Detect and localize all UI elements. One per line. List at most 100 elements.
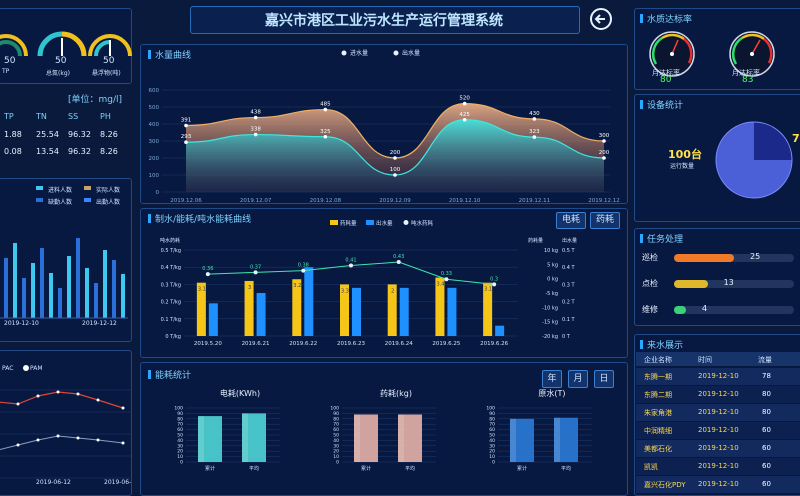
left-tick: 0 T/kg [165,334,181,340]
energy-tick: 50 [333,433,339,439]
outflow-bar [256,293,266,336]
pac-point [121,406,125,410]
x-tick: 2019.5.20 [194,341,222,347]
task-label: 点检 [642,279,658,288]
energy-tick: 70 [489,422,495,428]
inbound-company: 中润精细 [644,427,672,435]
inbound-company: 美都石化 [644,445,672,453]
electric-button[interactable]: 电耗 [556,212,586,229]
right1-tick: -20 kg [542,334,558,340]
data-label: 200 [390,150,401,156]
left-bar [85,268,89,318]
period-year-button[interactable]: 年 [542,370,562,388]
bar-label: 3.2 [293,283,301,289]
legend-per-ton: 吨水药耗 [411,219,434,227]
y-tick: 500 [149,105,160,111]
left-bar [121,274,125,318]
inbound-company: 东腾一期 [644,373,672,381]
chemical-bar [292,279,302,336]
pac-line [0,391,124,409]
gauge-2-value: 50 [55,56,67,66]
x-tick: 2019.12.08 [310,198,342,204]
data-label: 100 [390,167,401,173]
gauge-2 [37,31,87,57]
left-bar [4,258,8,318]
legend-outflow: 出水量 [402,49,420,57]
right2-axis-title: 出水量 [562,237,577,244]
left-tick: 0.5 T/kg [161,248,181,254]
outflow-bar [399,287,409,336]
gauge-2-unit: 总氮(kg) [46,70,70,77]
left-bar [40,248,44,318]
pam-point [36,438,40,442]
energy-tick: 50 [177,433,183,439]
energy-bar-shade [510,418,516,462]
y-tick: 200 [149,156,160,162]
data-label: 300 [599,133,610,139]
energy-bar-shade [198,416,204,462]
chemical-bar [435,277,445,336]
table-row [636,386,800,403]
data-point [393,173,397,177]
left-bar-chart [0,186,128,319]
right2-tick: 0.2 T [562,300,576,306]
inbound-flow: 60 [762,426,771,434]
chemical-button[interactable]: 药耗 [590,212,620,229]
period-day-button[interactable]: 日 [594,370,614,388]
table-row [636,476,800,493]
task-label: 巡检 [642,253,658,262]
inbound-time: 2019-12-10 [698,462,739,470]
y-tick: 400 [149,122,160,128]
per-ton-point [205,272,210,277]
energy-tick: 60 [177,427,183,433]
back-button[interactable] [590,8,612,30]
energy-tick: 20 [177,449,183,455]
energy-tick: 80 [333,416,339,422]
legend-swatch [84,198,91,202]
left-line-x-1: 2019-06-12 [36,479,71,486]
energy-bar-shade [242,413,248,462]
energy-tick: 50 [489,433,495,439]
page-title: 嘉兴市港区工业污水生产运行管理系统 [265,13,503,29]
pac-point [76,392,80,396]
left-bar [13,243,17,318]
data-point [253,115,258,120]
gauge-needle [751,39,761,55]
legend-swatch [36,186,43,190]
inbound-header: 时间 [698,356,712,364]
energy-tick: 0 [180,460,183,466]
energy-x-tick: 累计 [205,465,215,472]
data-point [323,107,328,112]
per-ton-point [253,270,258,275]
x-tick: 2019.12.10 [449,198,481,204]
left-bar [94,283,98,318]
energy-bar [510,418,534,462]
energy-tick: 100 [330,406,339,412]
inbound-flow: 80 [762,408,771,416]
legend-swatch [84,186,91,190]
quality-cell: 0.08 [4,147,22,156]
data-point [184,123,188,128]
x-tick: 2019.6.24 [385,341,413,347]
task-track [674,254,794,262]
chemical-bar [196,282,206,336]
bar-label: 3.1 [484,287,492,293]
data-label: 200 [599,150,610,156]
left-bar [58,288,62,318]
standard-gauge-2-label: 月达标率 [732,69,760,77]
energy-tick: 40 [177,438,183,444]
period-month-button[interactable]: 月 [568,370,588,388]
top-gauges [0,31,132,57]
consumption-title: 制水/能耗/吨水能耗曲线 [148,212,251,225]
right2-tick: 0.1 T [562,317,576,323]
outflow-bar [495,325,505,336]
point-label: 0.38 [298,263,309,269]
data-point [602,156,606,160]
energy-chart-title: 电耗(KWh) [220,388,260,398]
data-point [184,140,188,144]
outflow-bar [352,287,361,336]
left-bar [31,263,35,318]
point-label: 0.3 [490,276,498,282]
energy-bar [198,416,222,462]
right1-tick: 0 kg [547,277,558,283]
